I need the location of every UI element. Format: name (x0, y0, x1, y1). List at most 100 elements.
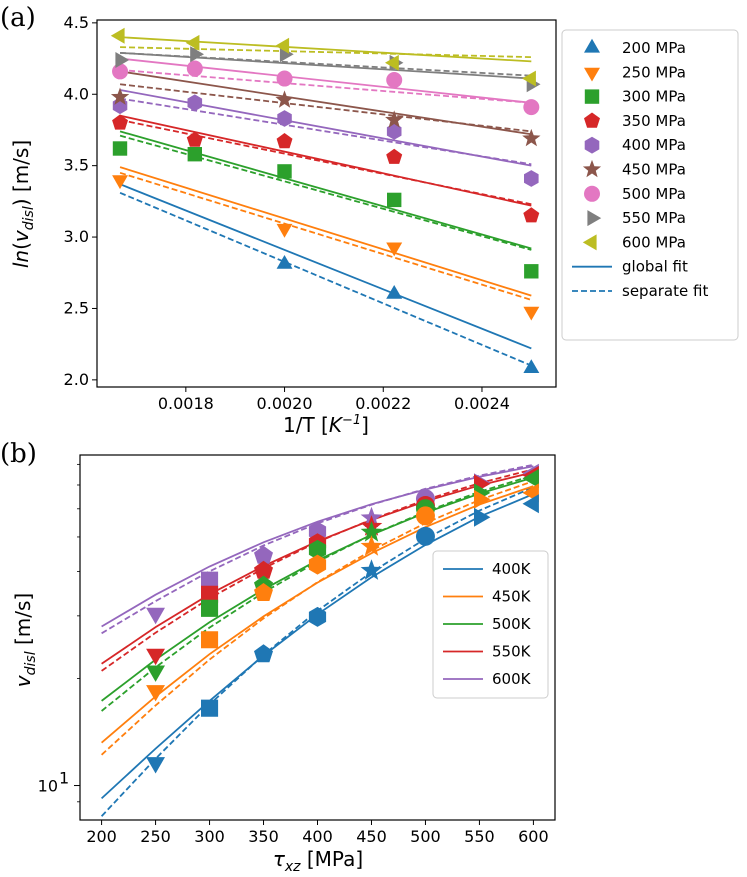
data-point-400k-3 (308, 606, 327, 627)
data-point-350-mpa-0 (112, 114, 128, 130)
x-tick-label: 400 (302, 827, 333, 846)
legend-label-450-mpa: 450 MPa (622, 161, 686, 179)
data-point-350-mpa-4 (523, 207, 540, 223)
y-tick-label: 3.0 (64, 227, 89, 246)
data-point-200-mpa-0 (276, 255, 293, 269)
panel-b-legend-frame (432, 550, 549, 699)
fit-separate-curve-600k (101, 463, 534, 635)
data-point-600k-0 (146, 607, 165, 625)
legend-label-600-mpa: 600 MPa (622, 233, 686, 251)
data-point-400-mpa-3 (386, 123, 402, 140)
x-tick-label: 450 (356, 827, 387, 846)
fit-separate-line-400-mpa (119, 97, 532, 166)
panel-a-axes-frame (96, 19, 557, 388)
data-point-600-mpa-3 (385, 54, 399, 71)
data-point-450k-1 (201, 631, 219, 649)
data-point-600-mpa-2 (275, 37, 290, 54)
data-point-400k-2 (254, 644, 273, 663)
legend-marker-600-mpa (582, 234, 597, 251)
panel-b-xlabel: τxz [MPa] (273, 847, 363, 875)
data-point-500k-4 (360, 521, 383, 542)
legend-label-350-mpa: 350 MPa (622, 112, 686, 130)
legend-marker-200-mpa (584, 38, 600, 53)
data-point-600-mpa-1 (185, 34, 200, 51)
panel-a-ylabel: ln(vdisl) [m/s] (9, 140, 37, 268)
data-point-500k-0 (146, 665, 165, 682)
panel-a-label: (a) (0, 3, 36, 33)
data-point-500-mpa-4 (523, 99, 540, 116)
legend-label-500k: 500K (492, 615, 532, 633)
legend-label-250-mpa: 250 MPa (622, 63, 686, 81)
data-point-350-mpa-1 (186, 131, 203, 147)
x-tick-label: 550 (464, 827, 495, 846)
data-point-450k-3 (308, 554, 327, 575)
legend-label-400-mpa: 400 MPa (622, 136, 686, 154)
data-point-450-mpa-0 (110, 87, 130, 105)
data-point-300-mpa-3 (387, 192, 402, 208)
data-point-550-mpa-1 (190, 46, 204, 63)
data-point-400-mpa-4 (524, 170, 539, 187)
fit-separate-line-300-mpa (119, 134, 532, 251)
data-point-600k-1 (201, 571, 219, 589)
x-tick-label: 500 (410, 827, 441, 846)
panel-b-chart: 200 250 300 350 400 450 500 550 600 10 1 τxz [MPa]… (11, 454, 556, 875)
legend-marker-350-mpa (584, 112, 600, 128)
fit-separate-curve-550k (101, 468, 534, 672)
fit-global-curve-450k (101, 485, 534, 744)
fit-separate-line-450-mpa (119, 83, 532, 133)
panel-b-label: (b) (0, 439, 37, 469)
data-point-450k-4 (360, 535, 383, 556)
fit-global-line-600-mpa (119, 36, 532, 63)
legend-marker-250-mpa (584, 67, 600, 82)
legend-marker-450-mpa (582, 159, 602, 178)
legend-marker-300-mpa (584, 89, 600, 104)
data-point-350-mpa-3 (386, 148, 403, 164)
data-point-250-mpa-0 (112, 175, 128, 190)
data-point-500-mpa-2 (276, 70, 293, 87)
data-point-550k-0 (146, 648, 165, 666)
data-point-550k-1 (201, 585, 219, 603)
data-point-500-mpa-3 (386, 71, 403, 88)
legend-label-separate-fit: separate fit (622, 282, 708, 300)
data-point-400k-6 (474, 507, 491, 527)
data-point-250-mpa-2 (386, 242, 403, 257)
y-major-tick-exponent: 1 (59, 769, 69, 788)
data-point-400k-5 (415, 526, 435, 546)
y-tick-label: 3.5 (64, 156, 89, 175)
data-point-200-mpa-2 (523, 359, 540, 373)
fit-global-line-200-mpa (119, 183, 532, 350)
data-point-450k-5 (415, 506, 435, 526)
fit-separate-line-600-mpa (120, 46, 532, 59)
panel-a-xlabel: 1/T [K−1] (283, 413, 369, 437)
legend-label-550k: 550K (492, 643, 532, 661)
data-point-500k-1 (201, 599, 219, 617)
data-point-600-mpa-0 (110, 27, 125, 44)
data-point-400-mpa-1 (187, 94, 203, 112)
data-point-400k-1 (201, 699, 219, 717)
x-tick-label: 600 (518, 827, 549, 846)
data-point-500-mpa-0 (112, 63, 129, 80)
data-point-300-mpa-0 (112, 141, 128, 156)
data-point-500k-7 (522, 469, 539, 488)
legend-label-500-mpa: 500 MPa (622, 185, 686, 203)
x-tick-label: 0.0020 (257, 394, 313, 413)
x-tick-label: 350 (248, 827, 279, 846)
data-point-400k-0 (146, 757, 165, 774)
data-point-400-mpa-2 (277, 110, 292, 127)
y-tick-label: 4.5 (64, 13, 89, 32)
panel-a-chart: 0.0018 0.0020 0.0022 0.0024 2.0 2.5 3.0 3.5 4.0 4… (9, 13, 557, 437)
fit-separate-line-350-mpa (119, 119, 532, 206)
fit-separate-line-200-mpa (119, 191, 532, 367)
data-point-450k-0 (146, 685, 165, 702)
data-point-250-mpa-3 (523, 306, 540, 321)
panel-b-ylabel: vdisl [m/s] (11, 593, 39, 687)
data-point-600-mpa-4 (522, 70, 536, 87)
legend-label-200-mpa: 200 MPa (622, 39, 686, 57)
x-tick-label: 200 (86, 827, 117, 846)
data-point-550-mpa-0 (115, 52, 130, 68)
y-major-tick-label: 10 (38, 777, 58, 796)
y-tick-label: 2.0 (64, 370, 89, 389)
legend-label-600k: 600K (492, 670, 532, 688)
y-tick-label: 2.5 (64, 298, 89, 317)
data-point-450-mpa-3 (522, 128, 541, 147)
